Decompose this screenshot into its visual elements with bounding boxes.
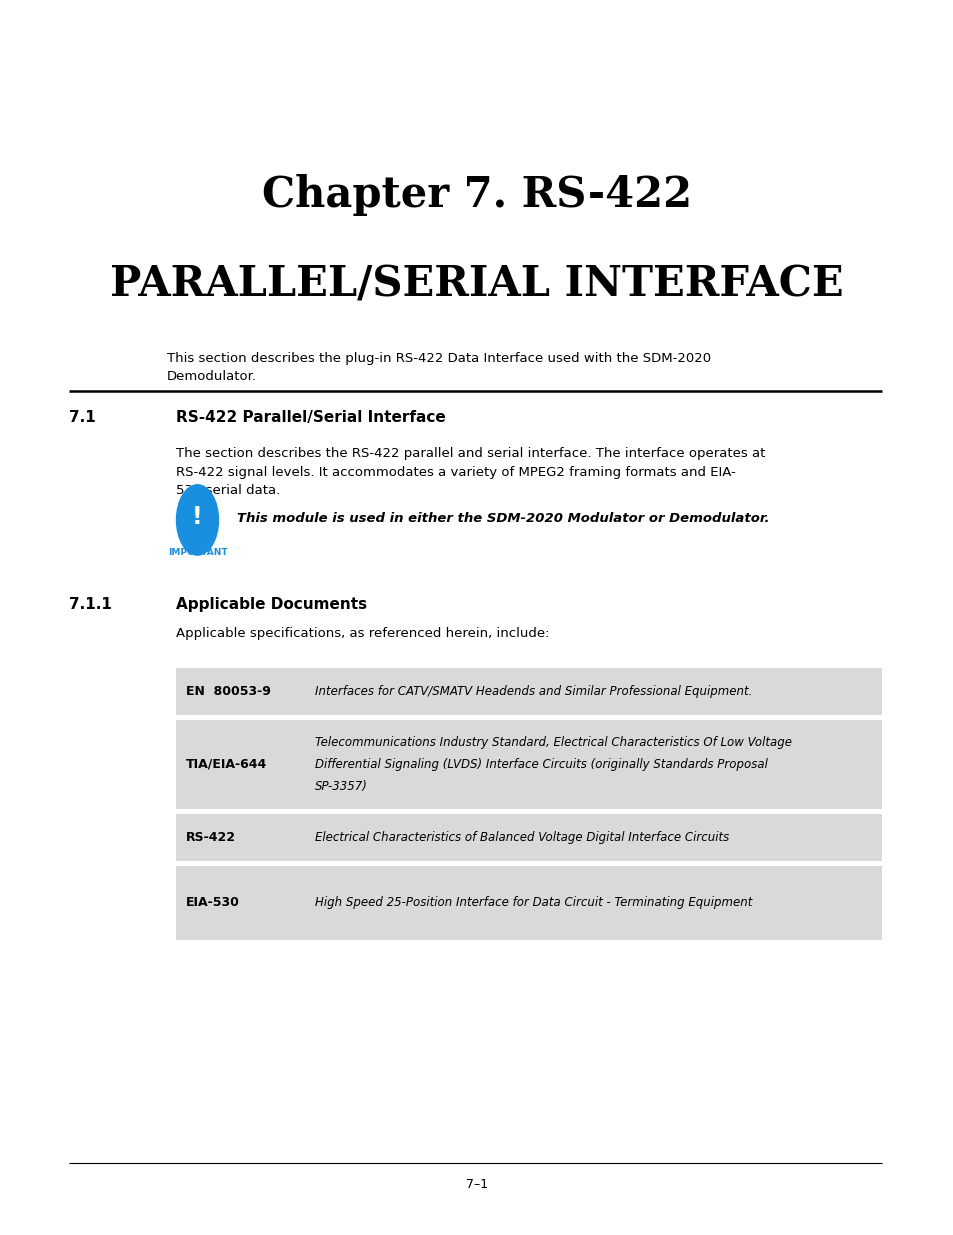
Text: 7.1: 7.1: [69, 410, 95, 425]
Text: Differential Signaling (LVDS) Interface Circuits (originally Standards Proposal: Differential Signaling (LVDS) Interface …: [314, 758, 767, 771]
Text: !: !: [192, 505, 203, 529]
Text: 7.1.1: 7.1.1: [69, 597, 112, 611]
Text: Electrical Characteristics of Balanced Voltage Digital Interface Circuits: Electrical Characteristics of Balanced V…: [314, 831, 728, 844]
Text: PARALLEL/SERIAL INTERFACE: PARALLEL/SERIAL INTERFACE: [111, 263, 842, 305]
Text: Applicable specifications, as referenced herein, include:: Applicable specifications, as referenced…: [176, 627, 550, 641]
Text: The section describes the RS-422 parallel and serial interface. The interface op: The section describes the RS-422 paralle…: [176, 447, 765, 496]
FancyBboxPatch shape: [176, 668, 882, 715]
Text: EN  80053-9: EN 80053-9: [186, 685, 271, 698]
FancyBboxPatch shape: [176, 720, 882, 809]
Text: RS-422: RS-422: [186, 831, 235, 844]
Text: IMPORTANT: IMPORTANT: [168, 548, 227, 557]
Text: EIA-530: EIA-530: [186, 897, 239, 909]
Ellipse shape: [176, 485, 218, 555]
Text: This module is used in either the SDM-2020 Modulator or Demodulator.: This module is used in either the SDM-20…: [236, 513, 768, 525]
Text: RS-422 Parallel/Serial Interface: RS-422 Parallel/Serial Interface: [176, 410, 446, 425]
Text: Interfaces for CATV/SMATV Headends and Similar Professional Equipment.: Interfaces for CATV/SMATV Headends and S…: [314, 685, 751, 698]
Text: TIA/EIA-644: TIA/EIA-644: [186, 758, 267, 771]
Text: Telecommunications Industry Standard, Electrical Characteristics Of Low Voltage: Telecommunications Industry Standard, El…: [314, 736, 791, 748]
FancyBboxPatch shape: [176, 814, 882, 861]
Text: 7–1: 7–1: [465, 1178, 488, 1192]
Text: Chapter 7. RS-422: Chapter 7. RS-422: [262, 174, 691, 216]
Text: This section describes the plug-in RS-422 Data Interface used with the SDM-2020
: This section describes the plug-in RS-42…: [167, 352, 710, 384]
FancyBboxPatch shape: [176, 866, 882, 940]
Text: Applicable Documents: Applicable Documents: [176, 597, 367, 611]
Text: High Speed 25-Position Interface for Data Circuit - Terminating Equipment: High Speed 25-Position Interface for Dat…: [314, 897, 751, 909]
Text: SP-3357): SP-3357): [314, 781, 367, 793]
